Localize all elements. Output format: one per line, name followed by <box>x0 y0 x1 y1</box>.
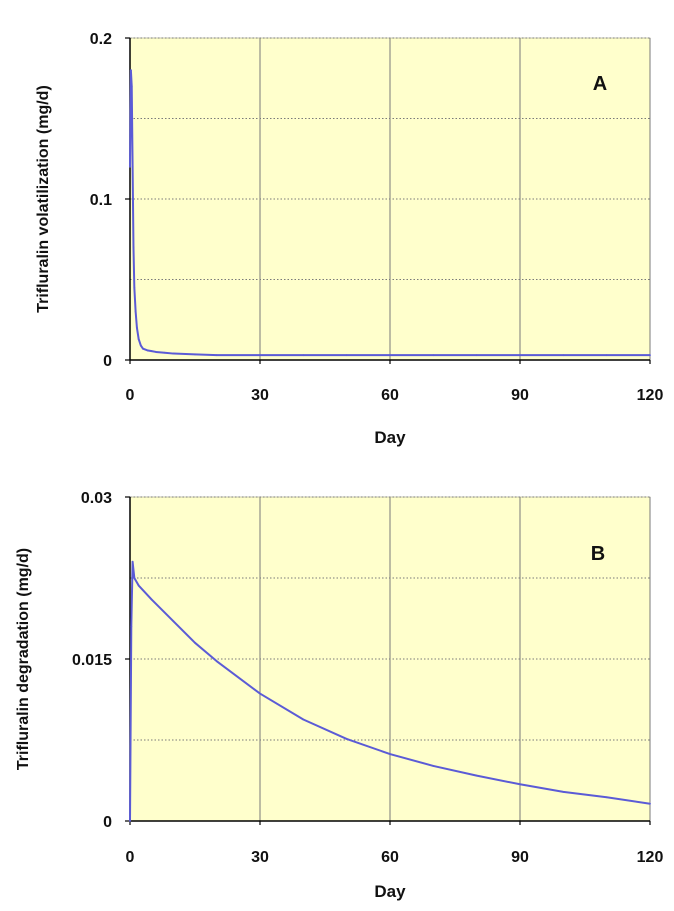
data-point <box>259 692 261 695</box>
y-tick-label: 0.1 <box>90 192 112 209</box>
data-point <box>133 286 136 289</box>
y-axis-title: Trifluralin volatilization (mg/d) <box>35 85 52 313</box>
data-point <box>562 354 565 357</box>
data-point <box>129 820 131 822</box>
data-point <box>302 354 305 357</box>
x-tick-label: 90 <box>511 849 529 866</box>
data-point <box>215 660 218 663</box>
data-point <box>302 718 305 721</box>
y-axis-title: Trifluralin degradation (mg/d) <box>15 548 32 770</box>
series-line <box>129 69 650 357</box>
data-point <box>130 85 133 88</box>
panel-label: A <box>593 73 607 95</box>
x-tick-label: 0 <box>126 849 135 866</box>
data-point <box>137 338 140 340</box>
data-point <box>432 354 435 357</box>
x-tick-label: 90 <box>511 387 529 404</box>
data-point <box>259 354 261 357</box>
x-tick-label: 60 <box>381 387 399 404</box>
data-point <box>129 69 132 72</box>
data-point <box>172 620 175 623</box>
x-tick-label: 60 <box>381 849 399 866</box>
data-point <box>345 738 348 740</box>
data-point <box>215 354 218 357</box>
data-point <box>131 560 134 563</box>
data-point <box>136 326 138 329</box>
data-point <box>389 354 391 357</box>
data-point <box>605 354 608 357</box>
data-point <box>137 584 140 587</box>
y-tick-label: 0.015 <box>72 652 112 669</box>
data-point <box>562 790 565 793</box>
data-point <box>142 347 144 350</box>
x-tick-label: 120 <box>637 387 664 404</box>
chart-panel-b: 0 0.015 0.03 0 30 60 90 120 Day Trifluralin degra… <box>15 490 663 901</box>
data-point <box>194 353 196 356</box>
y-tick-label: 0.03 <box>81 490 112 507</box>
data-point <box>649 802 651 805</box>
y-tick-label: 0.2 <box>90 31 112 48</box>
data-point <box>172 352 175 355</box>
data-point <box>155 351 157 353</box>
data-point <box>132 246 135 249</box>
data-point <box>649 354 651 357</box>
panel-label: B <box>591 543 605 565</box>
data-point <box>130 625 133 628</box>
data-point <box>133 577 136 579</box>
x-tick-label: 120 <box>637 849 664 866</box>
x-axis-title: Day <box>374 428 406 447</box>
data-point <box>163 351 166 354</box>
y-tick-label: 0 <box>103 814 112 831</box>
x-axis-title: Day <box>374 882 406 901</box>
data-point <box>519 783 521 786</box>
data-point <box>150 350 153 353</box>
data-point <box>475 354 478 357</box>
data-point <box>194 641 196 644</box>
y-tick-label: 0 <box>103 353 112 370</box>
data-point <box>150 598 153 601</box>
data-point <box>389 753 391 755</box>
data-point <box>605 796 608 799</box>
data-point <box>129 165 131 168</box>
x-tick-label: 30 <box>251 387 269 404</box>
data-point <box>131 165 134 168</box>
x-tick-label: 30 <box>251 849 269 866</box>
x-tick-label: 0 <box>126 387 135 404</box>
chart-panel-a: 0 0.1 0.2 0 30 60 90 120 Day Trifluralin volatili… <box>35 31 663 447</box>
data-point <box>146 349 149 352</box>
data-point <box>134 310 137 313</box>
data-point <box>519 354 521 357</box>
data-point <box>432 765 435 767</box>
data-point <box>475 774 478 777</box>
data-point <box>139 344 142 347</box>
data-point <box>345 354 348 357</box>
